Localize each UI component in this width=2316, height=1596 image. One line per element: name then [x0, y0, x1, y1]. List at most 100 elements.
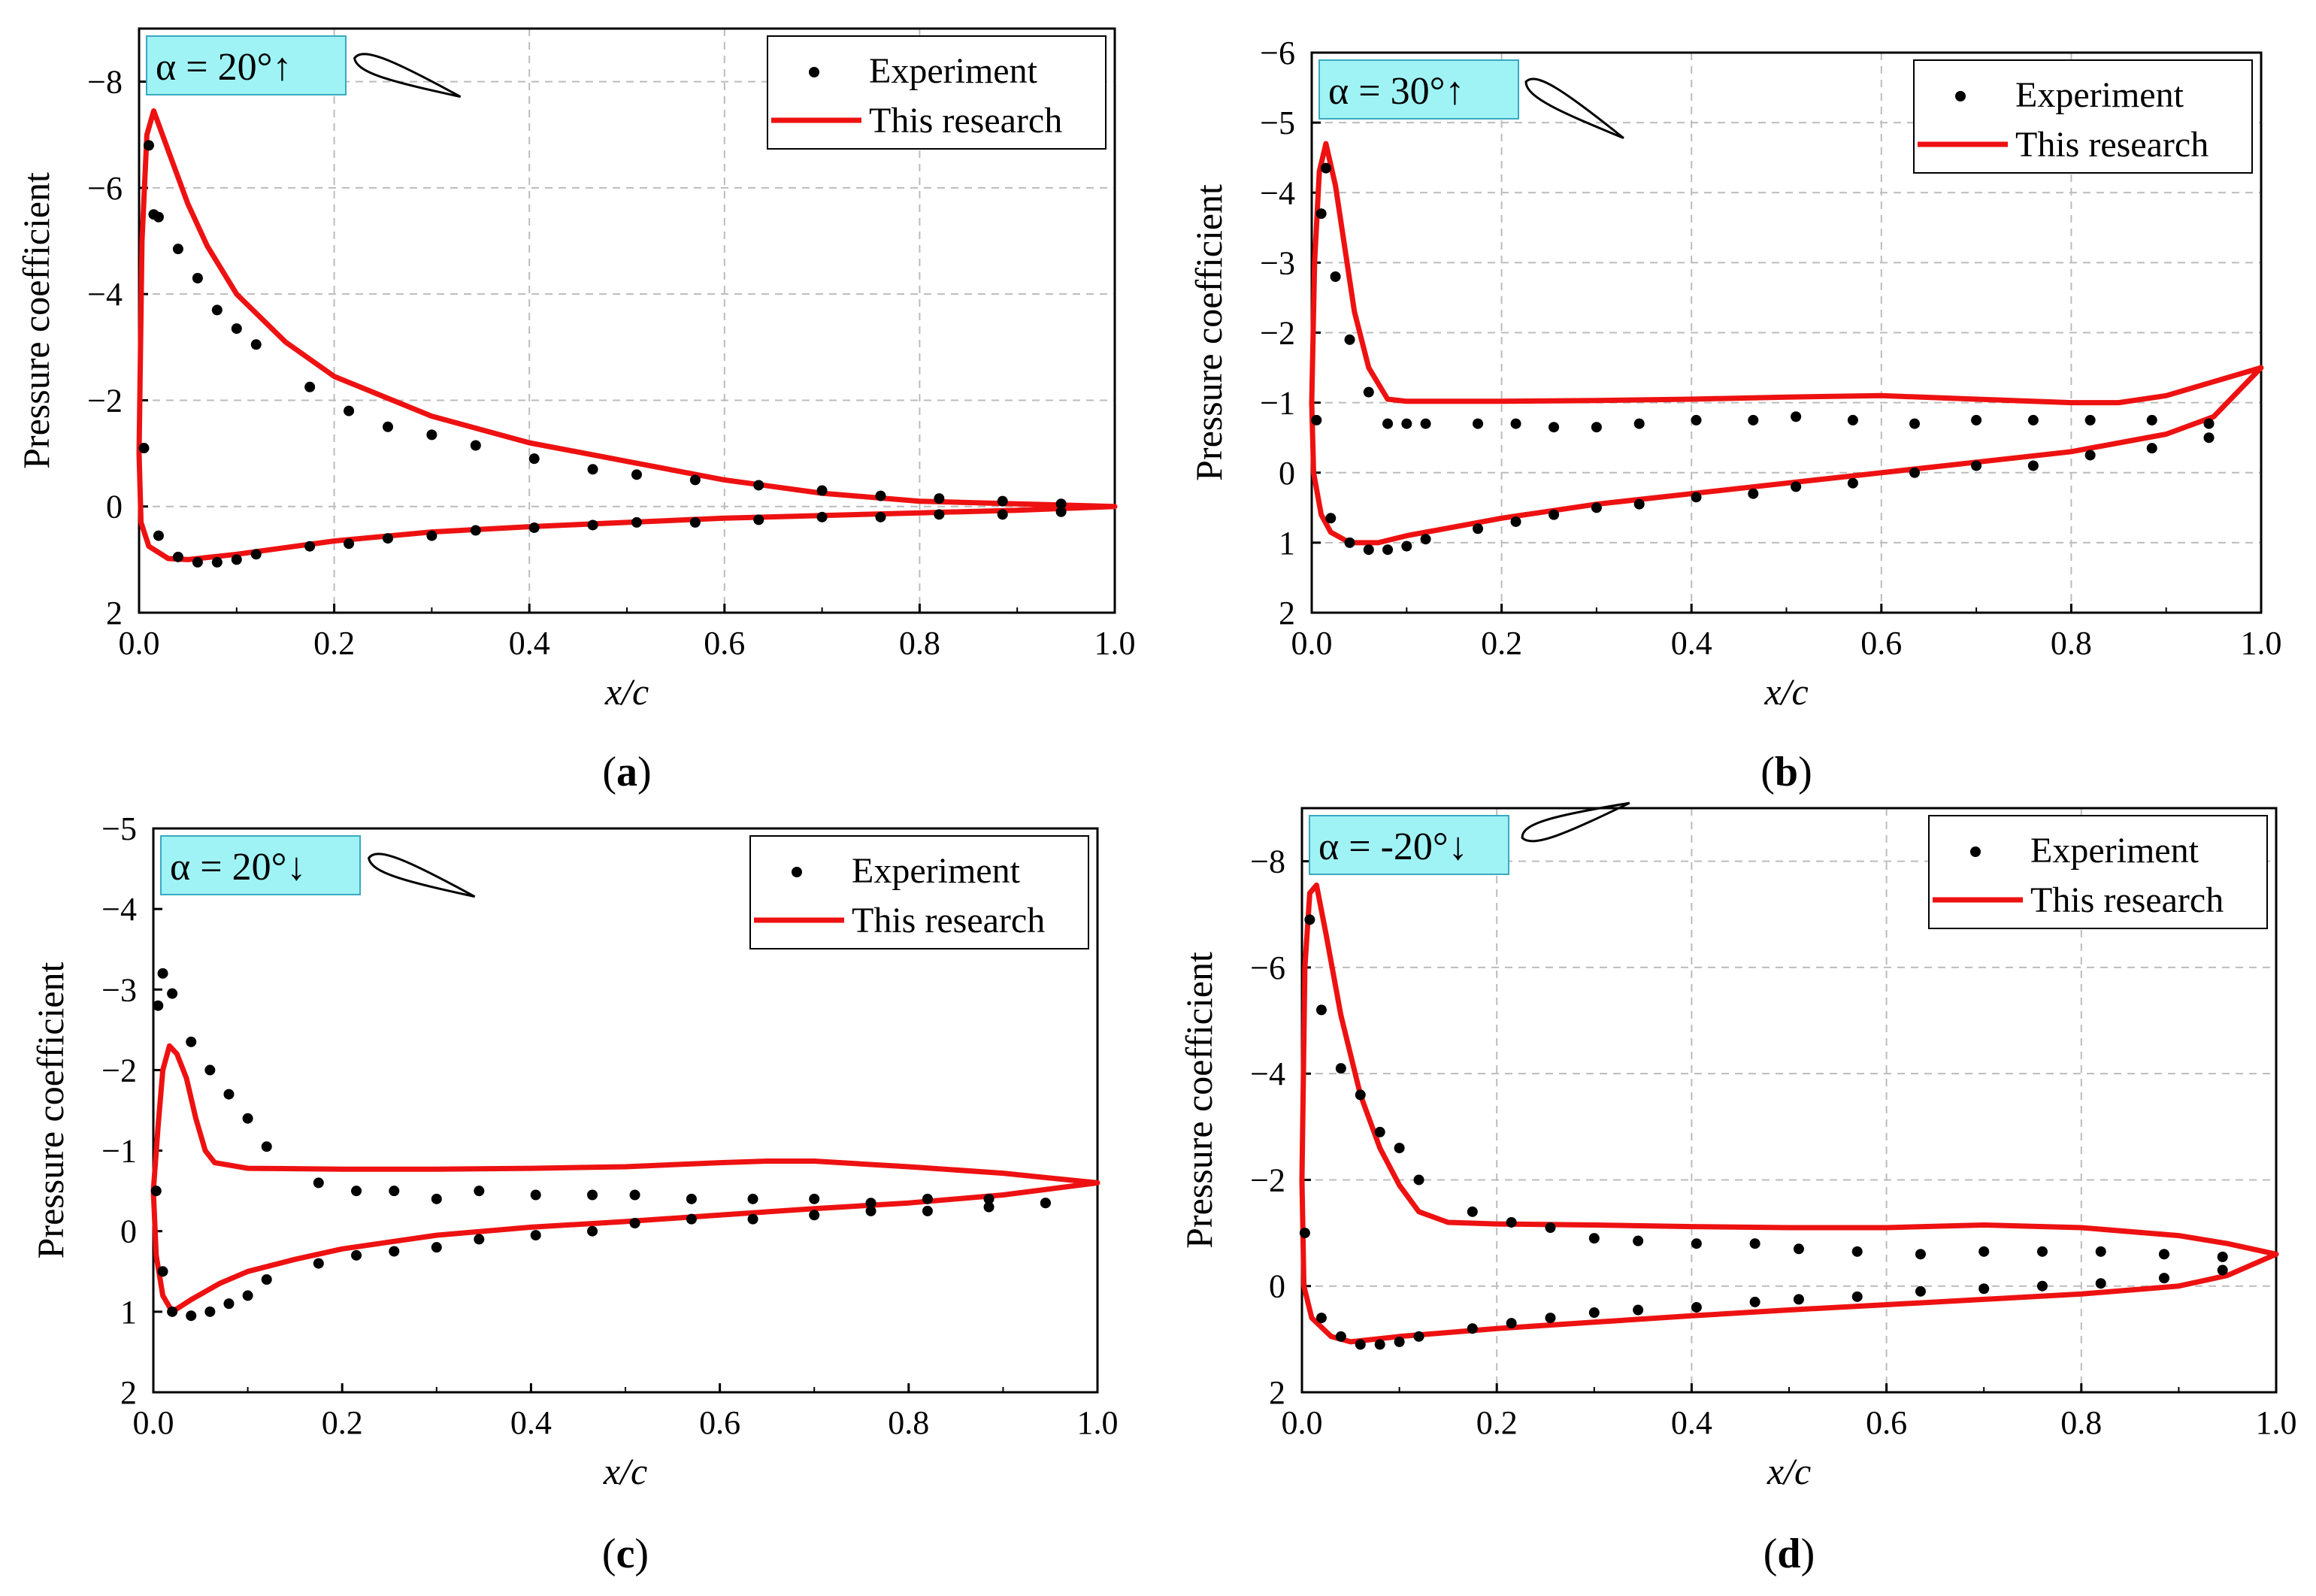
experiment-point [153, 530, 164, 541]
experiment-point [172, 551, 183, 562]
panel-a: 0.0 0.2 0.4 0.6 0.8 1.0 −8 −6 −4 −2 0 2 x/c Pressure … [15, 27, 1136, 795]
experiment-point [2146, 414, 2157, 425]
y-tick-label: −8 [1250, 843, 1285, 880]
y-tick-label: −6 [87, 170, 123, 207]
experiment-point [186, 1036, 197, 1047]
experiment-point [470, 440, 481, 451]
experiment-point [1791, 411, 1802, 422]
panel-caption: (a) [602, 749, 651, 795]
experiment-point [934, 493, 945, 504]
experiment-point [1315, 208, 1327, 220]
experiment-point [431, 1242, 442, 1253]
experiment-point [686, 1193, 697, 1204]
experiment-point [1971, 460, 1982, 471]
y-tick-label: −2 [101, 1052, 137, 1089]
experiment-point [1363, 544, 1374, 556]
experiment-point [875, 511, 886, 522]
experiment-point [167, 988, 178, 999]
experiment-point [242, 1113, 253, 1124]
experiment-point [922, 1193, 933, 1204]
legend-experiment-marker [792, 867, 802, 877]
x-tick-label: 0.0 [1282, 1404, 1323, 1441]
experiment-point [1847, 477, 1858, 489]
experiment-point [816, 511, 828, 522]
x-tick-label: 1.0 [1077, 1404, 1119, 1441]
experiment-point [157, 968, 168, 979]
experiment-point [1315, 1313, 1327, 1324]
y-tick-label: 0 [120, 1213, 137, 1250]
y-tick-label: −1 [1260, 385, 1295, 422]
experiment-point [1978, 1246, 1990, 1257]
x-tick-label: 0.8 [888, 1404, 929, 1441]
experiment-point [231, 554, 242, 565]
legend-experiment-marker [1970, 846, 1981, 857]
experiment-point [809, 1193, 820, 1204]
y-tick-label: −3 [101, 971, 137, 1008]
y-axis-title: Pressure coefficient [1188, 184, 1230, 481]
experiment-point [1549, 422, 1560, 433]
angle-annotation-box [160, 835, 361, 895]
experiment-point [2027, 414, 2039, 425]
experiment-point [1909, 418, 1921, 429]
x-tick-label: 1.0 [1094, 625, 1136, 662]
x-tick-label: 0.2 [1476, 1404, 1518, 1441]
experiment-point [875, 490, 886, 501]
y-tick-label: 2 [106, 595, 123, 631]
experiment-point [1344, 334, 1355, 345]
airfoil-outline [1524, 77, 1624, 140]
y-tick-label: 2 [1269, 1374, 1285, 1411]
experiment-point [382, 421, 393, 432]
y-axis-title: Pressure coefficient [15, 172, 57, 469]
experiment-point [631, 469, 642, 480]
experiment-point [1311, 414, 1322, 425]
experiment-point [934, 509, 945, 520]
experiment-point [138, 443, 150, 454]
airfoil-outline [1521, 801, 1630, 843]
experiment-point [865, 1205, 876, 1216]
experiment-point [1374, 1339, 1385, 1350]
experiment-point [1413, 1331, 1424, 1342]
y-tick-label: 1 [1279, 525, 1295, 562]
x-tick-label: 0.6 [704, 625, 745, 662]
experiment-point [2027, 460, 2039, 471]
angle-annotation-label: α = -20°↓ [1318, 825, 1468, 868]
experiment-point [629, 1189, 640, 1201]
y-tick-label: 2 [1279, 595, 1295, 631]
experiment-point [1394, 1143, 1405, 1154]
experiment-point [747, 1213, 758, 1225]
experiment-point [1749, 1296, 1760, 1307]
experiment-point [192, 556, 203, 568]
y-tick-label: −4 [1250, 1055, 1285, 1092]
airfoil-sketch-icon [1524, 77, 1624, 140]
experiment-point [747, 1193, 758, 1204]
experiment-point [1467, 1206, 1478, 1217]
legend-box [1913, 59, 2253, 174]
experiment-point [1588, 1233, 1600, 1244]
y-tick-label: −5 [1260, 104, 1295, 141]
experiment-point [997, 509, 1008, 520]
experiment-point [1549, 509, 1560, 520]
experiment-point [1971, 414, 1982, 425]
panel-caption: (b) [1760, 749, 1812, 795]
experiment-point [1473, 523, 1484, 535]
x-tick-label: 0.0 [133, 1404, 174, 1441]
experiment-point [2158, 1249, 2169, 1260]
y-tick-label: −2 [1250, 1161, 1285, 1198]
experiment-point [192, 272, 203, 283]
legend-experiment-label: Experiment [869, 51, 1038, 91]
legend-this-research-label: This research [2015, 125, 2209, 165]
experiment-point [1055, 498, 1067, 510]
experiment-point [1473, 418, 1484, 429]
experiment-point [2217, 1251, 2228, 1262]
experiment-point [2203, 418, 2215, 429]
legend-box [767, 35, 1107, 150]
experiment-point [1633, 498, 1645, 510]
experiment-point [250, 339, 262, 350]
experiment-point [1691, 492, 1702, 503]
experiment-point [1467, 1323, 1478, 1334]
legend-experiment-label: Experiment [852, 851, 1021, 891]
x-tick-label: 0.8 [2051, 625, 2092, 662]
y-tick-label: −3 [1260, 244, 1295, 281]
experiment-point [1591, 502, 1602, 513]
experiment-point [382, 533, 393, 544]
